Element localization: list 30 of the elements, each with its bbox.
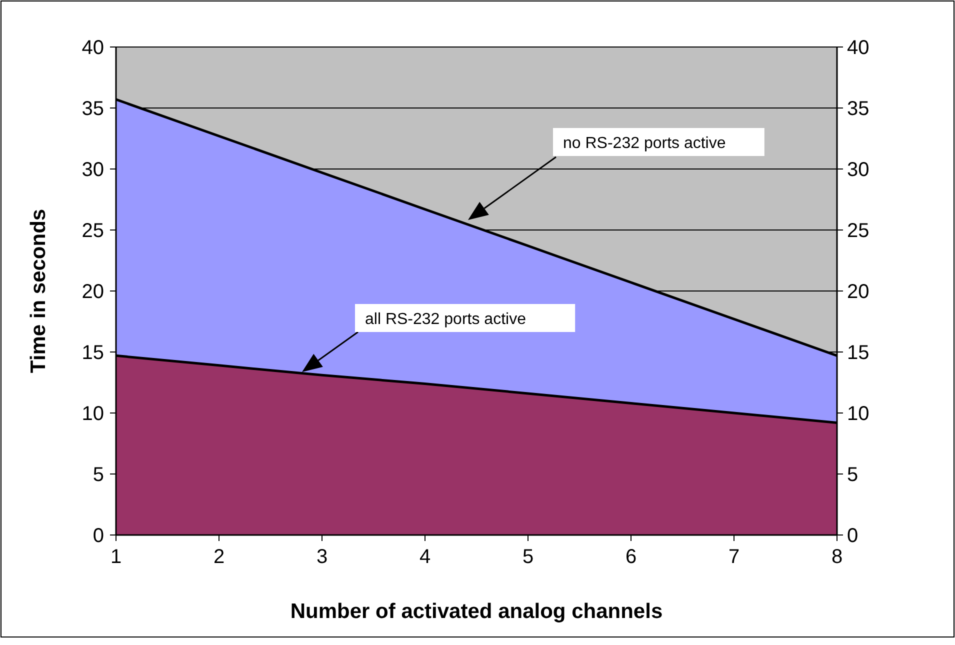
y2-tick-label: 0 xyxy=(847,525,858,547)
x-tick-label: 4 xyxy=(419,546,431,568)
y-tick-label: 15 xyxy=(82,342,104,364)
y2-tick-label: 40 xyxy=(847,37,870,59)
y2-tick-label: 15 xyxy=(847,342,870,364)
x-tick-label: 1 xyxy=(110,546,122,568)
annotation: all RS-232 ports active xyxy=(365,311,526,328)
x-tick-label: 2 xyxy=(213,546,225,568)
x-tick-label: 5 xyxy=(522,546,534,568)
y-tick-label: 25 xyxy=(82,220,104,242)
y-tick-label: 20 xyxy=(82,281,104,303)
y-tick-label: 40 xyxy=(82,37,104,59)
y2-tick-label: 5 xyxy=(847,464,858,486)
y2-tick-label: 10 xyxy=(847,403,870,425)
y-tick-label: 5 xyxy=(92,464,104,486)
annotation: no RS-232 ports active xyxy=(563,135,726,152)
y-tick-label: 0 xyxy=(92,525,104,547)
x-tick-label: 7 xyxy=(728,546,740,568)
y-axis-title: Time in seconds xyxy=(27,208,50,374)
y-tick-label: 10 xyxy=(82,403,104,425)
y2-tick-label: 25 xyxy=(847,220,870,242)
y-tick-label: 30 xyxy=(82,159,104,181)
y-tick-label: 35 xyxy=(82,98,104,120)
y2-tick-label: 20 xyxy=(847,281,870,303)
x-tick-label: 8 xyxy=(831,546,843,568)
y2-tick-label: 30 xyxy=(847,159,870,181)
x-tick-label: 6 xyxy=(625,546,637,568)
x-tick-label: 3 xyxy=(316,546,328,568)
y2-tick-label: 35 xyxy=(847,98,870,120)
x-axis-title: Number of activated analog channels xyxy=(290,600,663,623)
